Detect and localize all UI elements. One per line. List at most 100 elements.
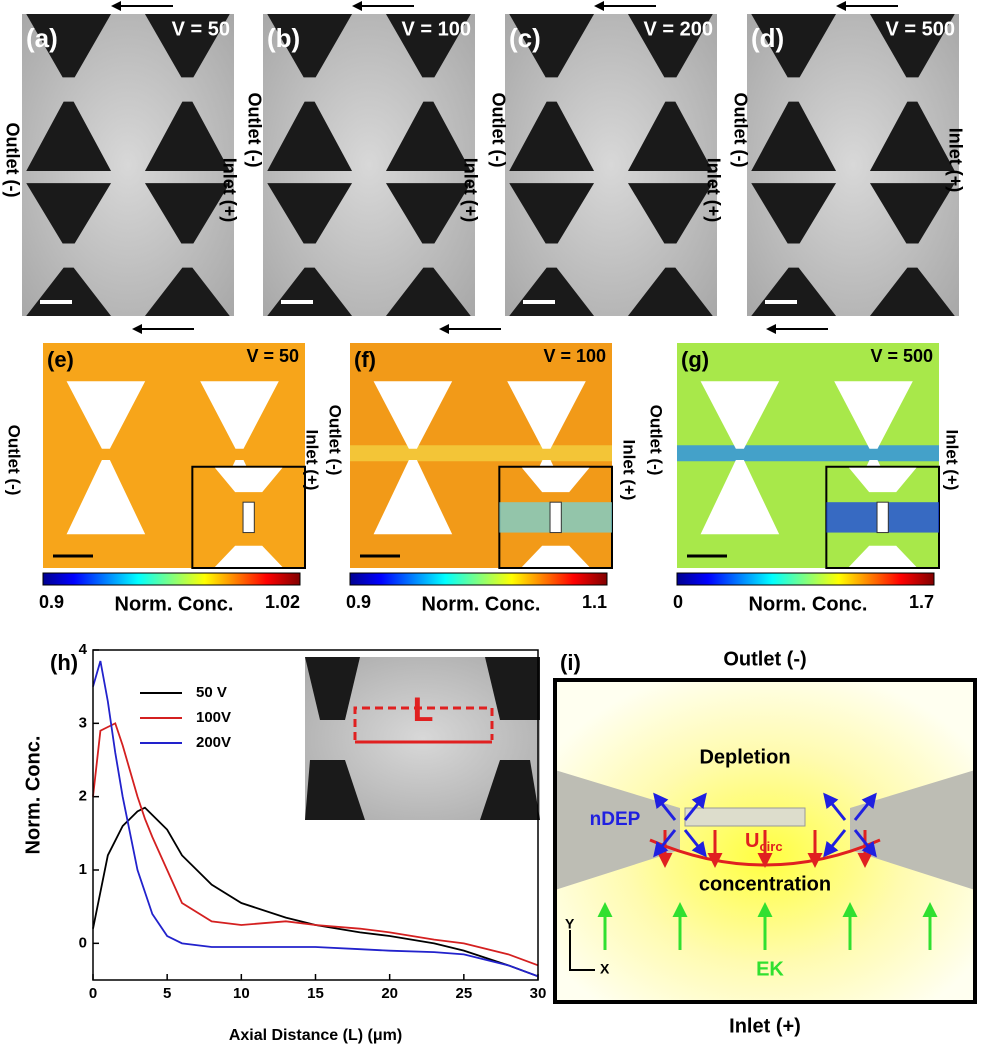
depletion-label: Depletion xyxy=(699,746,790,768)
post xyxy=(373,460,453,535)
post xyxy=(385,14,471,78)
channel xyxy=(684,807,806,827)
x-tick-label: 10 xyxy=(233,985,250,1002)
side-label: Inlet (+) xyxy=(303,430,322,491)
post xyxy=(26,101,112,172)
post xyxy=(144,267,230,316)
side-label: Inlet (+) xyxy=(703,158,723,223)
colorbar-min: 0.9 xyxy=(346,592,371,612)
post xyxy=(700,460,780,535)
side-label: Outlet (-) xyxy=(326,405,345,476)
panel-label: (b) xyxy=(267,23,300,53)
x-tick-label: 25 xyxy=(455,985,472,1002)
post xyxy=(509,14,595,78)
inlet-label: Inlet (+) xyxy=(729,1015,801,1037)
y-tick-label: 1 xyxy=(79,861,87,878)
legend-label: 100V xyxy=(196,709,231,726)
y-tick-label: 0 xyxy=(79,934,87,951)
post xyxy=(26,14,112,78)
inset-post xyxy=(485,657,540,720)
inset-post xyxy=(521,545,590,567)
voltage-label: V = 50 xyxy=(246,346,299,366)
x-tick-label: 20 xyxy=(381,985,398,1002)
inset-post xyxy=(848,545,917,567)
voltage-label: V = 50 xyxy=(172,18,230,40)
colorbar-min: 0.9 xyxy=(39,592,64,612)
ndep-arrow xyxy=(653,792,677,821)
post xyxy=(66,381,146,449)
panel-label: (d) xyxy=(751,23,784,53)
post xyxy=(509,101,595,172)
post xyxy=(373,381,453,449)
side-label: Outlet (-) xyxy=(2,123,22,198)
concentration-label: concentration xyxy=(699,873,831,895)
post xyxy=(869,183,955,244)
ndep-label: nDEP xyxy=(590,809,641,830)
inset-post xyxy=(214,467,283,493)
panel-label: (g) xyxy=(681,347,709,372)
side-label: Outlet (-) xyxy=(647,405,666,476)
panel-label: (c) xyxy=(509,23,541,53)
voltage-label: V = 100 xyxy=(401,18,471,40)
y-tick-label: 2 xyxy=(79,788,87,805)
series-line xyxy=(92,722,539,967)
colorbar xyxy=(42,572,301,586)
post xyxy=(267,101,353,172)
schematic-frame xyxy=(553,678,977,1004)
post xyxy=(869,14,955,78)
ek-label: EK xyxy=(756,958,784,980)
post xyxy=(267,14,353,78)
inset-label: L xyxy=(413,691,434,729)
colorbar-title: Norm. Conc. xyxy=(115,593,234,615)
post xyxy=(751,14,837,78)
post xyxy=(267,183,353,244)
post xyxy=(26,183,112,244)
side-label: Outlet (-) xyxy=(5,425,24,496)
series-line xyxy=(92,660,539,978)
inset-post xyxy=(480,760,540,820)
inset-post xyxy=(521,467,590,493)
post xyxy=(869,101,955,172)
colorbar xyxy=(349,572,608,586)
u-main: U xyxy=(745,830,759,852)
u-sub: circ xyxy=(759,839,782,854)
ndep-arrow xyxy=(683,792,707,821)
ndep-arrow xyxy=(853,829,877,858)
side-label: Inlet (+) xyxy=(945,128,965,193)
post xyxy=(507,381,586,449)
post xyxy=(751,183,837,244)
post xyxy=(509,183,595,244)
side-label: Inlet (+) xyxy=(460,158,480,223)
side-label: Inlet (+) xyxy=(620,440,639,501)
u-label: Ucirc xyxy=(745,830,783,854)
ndep-arrow xyxy=(683,829,707,858)
series-line xyxy=(92,806,539,978)
panel-label: (e) xyxy=(47,347,74,372)
panel-label: (i) xyxy=(560,650,581,675)
y-tick-label: 4 xyxy=(79,641,88,658)
axis-y-label: Y xyxy=(565,916,575,932)
post xyxy=(751,101,837,172)
depletion-band xyxy=(350,445,612,462)
legend-label: 50 V xyxy=(196,684,227,701)
colorbar-max: 1.1 xyxy=(582,592,607,612)
electrode xyxy=(555,770,680,890)
voltage-label: V = 200 xyxy=(643,18,713,40)
ndep-arrow xyxy=(823,829,847,858)
post xyxy=(144,101,230,172)
post xyxy=(66,460,146,535)
inset-post xyxy=(848,467,917,493)
colorbar-max: 1.7 xyxy=(909,592,934,612)
inset-post xyxy=(214,545,283,567)
x-tick-label: 0 xyxy=(89,985,97,1002)
side-label: Outlet (-) xyxy=(488,93,508,168)
voltage-label: V = 500 xyxy=(885,18,955,40)
axis-x-label: X xyxy=(600,961,610,977)
post xyxy=(385,183,471,244)
colorbar-title: Norm. Conc. xyxy=(422,593,541,615)
inset-post xyxy=(305,657,360,720)
post xyxy=(144,183,230,244)
ndep-arrow xyxy=(823,792,847,821)
side-label: Outlet (-) xyxy=(244,93,264,168)
